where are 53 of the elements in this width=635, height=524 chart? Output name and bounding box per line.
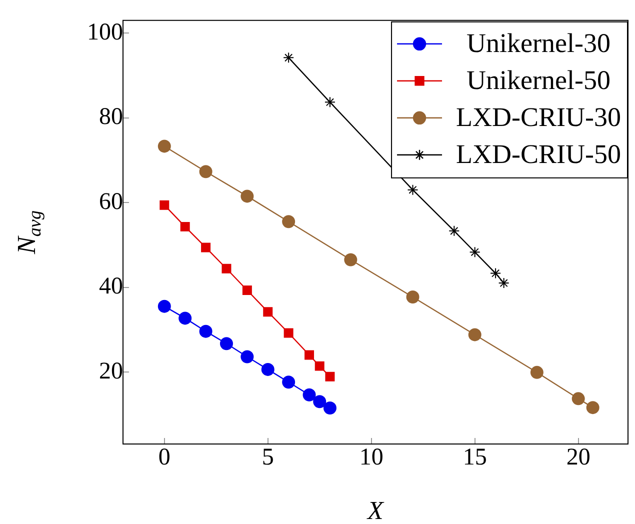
y-axis-title: Navg [12, 210, 45, 255]
y-tick-label: 40 [99, 274, 123, 300]
x-axis-title: X [366, 496, 385, 524]
point [406, 290, 420, 304]
point [572, 392, 585, 406]
point [201, 242, 211, 252]
legend-label: Unikernel-50 [466, 64, 610, 95]
point [324, 96, 336, 108]
point [498, 278, 510, 289]
legend-label: LXD-CRIU-50 [456, 138, 621, 169]
x-tick-label: 20 [566, 444, 590, 471]
x-tick-label: 0 [158, 444, 170, 471]
point [178, 312, 192, 325]
point [323, 401, 336, 414]
point [282, 376, 296, 389]
point [242, 285, 252, 295]
point [302, 388, 316, 402]
legend-label: Unikernel-30 [466, 28, 610, 58]
point [240, 350, 254, 364]
point [284, 328, 294, 338]
x-tick-label: 15 [462, 444, 487, 471]
point [180, 222, 190, 232]
point [530, 366, 544, 379]
x-tick-label: 10 [359, 444, 384, 471]
legend-label: LXD-CRIU-30 [456, 102, 621, 132]
point [240, 190, 254, 203]
point [199, 324, 212, 338]
point [304, 350, 314, 360]
point [586, 401, 600, 414]
point [261, 362, 274, 376]
point [313, 395, 326, 408]
point [282, 215, 296, 228]
point [448, 225, 460, 236]
y-tick-label: 20 [99, 358, 123, 384]
point [469, 246, 480, 258]
point [158, 300, 171, 313]
y-tick-label: 100 [87, 19, 123, 46]
point [344, 253, 358, 266]
point [220, 337, 233, 350]
point [222, 264, 232, 274]
x-tick-label: 5 [262, 444, 274, 471]
point [314, 361, 324, 371]
y-tick-label: 80 [99, 104, 123, 130]
point [325, 372, 335, 382]
point [199, 165, 212, 178]
point [468, 328, 482, 342]
point [407, 184, 418, 196]
y-tick-label: 60 [99, 188, 123, 215]
point [158, 140, 171, 153]
point [160, 200, 170, 210]
point [490, 268, 502, 279]
point [283, 52, 294, 64]
point [263, 307, 273, 317]
